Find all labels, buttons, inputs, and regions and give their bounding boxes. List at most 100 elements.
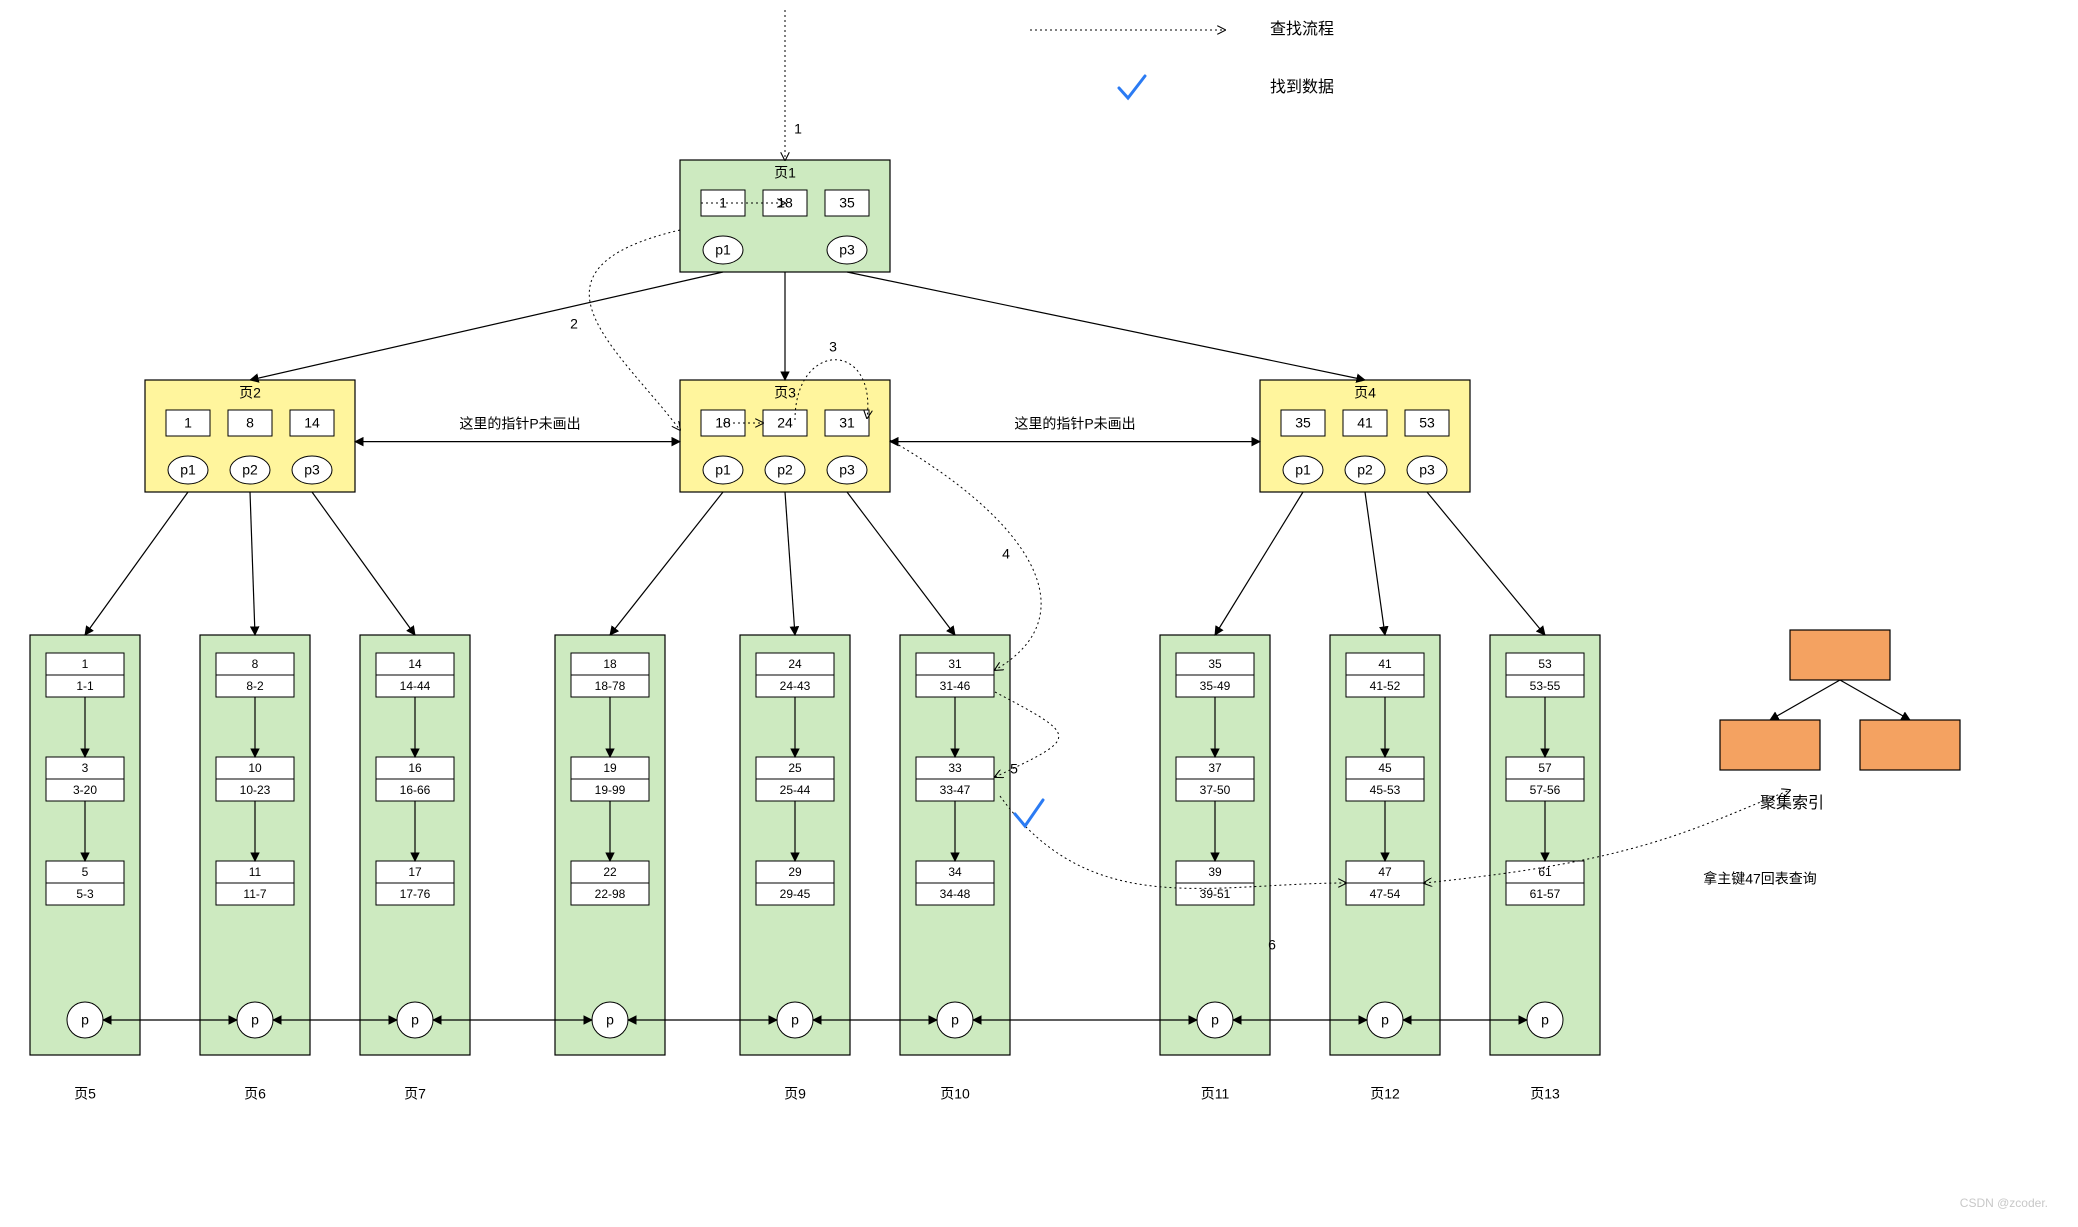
record-key: 17 <box>408 865 422 879</box>
record-val: 24-43 <box>780 679 811 693</box>
record-val: 31-46 <box>940 679 971 693</box>
step-number: 3 <box>829 339 837 355</box>
tree-edge <box>1365 492 1385 635</box>
link-label: 这里的指针P未画出 <box>1014 416 1135 432</box>
record-key: 16 <box>408 761 422 775</box>
record-val: 5-3 <box>76 887 94 901</box>
page-node: 页3182431p1p2p3 <box>680 380 890 492</box>
search-step-2 <box>589 230 680 430</box>
pointer-label: p3 <box>839 242 855 258</box>
page-node: 页4354153p1p2p3 <box>1260 380 1470 492</box>
step-number: 4 <box>1002 546 1010 562</box>
cluster-edge <box>1770 680 1840 720</box>
tree-edge <box>1215 492 1303 635</box>
record-key: 57 <box>1538 761 1552 775</box>
key-text: 8 <box>246 415 254 431</box>
key-text: 35 <box>1295 415 1311 431</box>
leaf-pointer-label: p <box>606 1012 614 1028</box>
leaf-label: 页6 <box>244 1086 266 1102</box>
record-val: 19-99 <box>595 783 626 797</box>
leaf-node: 1414-441616-661717-76p页7 <box>360 635 470 1102</box>
leaf-pointer-label: p <box>1211 1012 1219 1028</box>
leaf-node: 1818-781919-992222-98p <box>555 635 665 1055</box>
cluster-node <box>1860 720 1960 770</box>
record-val: 39-51 <box>1200 887 1231 901</box>
leaf-node: 3535-493737-503939-51p页11 <box>1160 635 1270 1102</box>
record-key: 8 <box>252 657 259 671</box>
pointer-label: p3 <box>839 462 855 478</box>
record-val: 16-66 <box>400 783 431 797</box>
tree-edge <box>250 492 255 635</box>
record-val: 37-50 <box>1200 783 1231 797</box>
page-node: 页111835p1p3 <box>680 160 890 272</box>
tree-edge <box>250 272 723 380</box>
pointer-label: p3 <box>1419 462 1435 478</box>
record-key: 19 <box>603 761 617 775</box>
leaf-node: 5353-555757-566161-57p页13 <box>1490 635 1600 1102</box>
pointer-label: p2 <box>777 462 793 478</box>
record-key: 3 <box>82 761 89 775</box>
cluster-edge <box>1840 680 1910 720</box>
leaf-label: 页7 <box>404 1086 426 1102</box>
record-val: 35-49 <box>1200 679 1231 693</box>
record-key: 37 <box>1208 761 1222 775</box>
cluster-node <box>1720 720 1820 770</box>
record-key: 5 <box>82 865 89 879</box>
leaf-node: 4141-524545-534747-54p页12 <box>1330 635 1440 1102</box>
record-key: 1 <box>82 657 89 671</box>
page-title: 页4 <box>1354 385 1376 401</box>
record-val: 29-45 <box>780 887 811 901</box>
leaf-label: 页10 <box>940 1086 970 1102</box>
record-key: 31 <box>948 657 962 671</box>
record-val: 8-2 <box>246 679 264 693</box>
record-val: 57-56 <box>1530 783 1561 797</box>
step-number: 1 <box>794 121 802 137</box>
record-val: 34-48 <box>940 887 971 901</box>
record-val: 17-76 <box>400 887 431 901</box>
key-text: 1 <box>719 195 727 211</box>
leaf-label: 页9 <box>784 1086 806 1102</box>
leaf-label: 页5 <box>74 1086 96 1102</box>
key-text: 1 <box>184 415 192 431</box>
record-val: 47-54 <box>1370 887 1401 901</box>
legend-check-icon <box>1119 76 1145 98</box>
leaf-pointer-label: p <box>1541 1012 1549 1028</box>
leaf-pointer-label: p <box>411 1012 419 1028</box>
record-key: 18 <box>603 657 617 671</box>
record-val: 25-44 <box>780 783 811 797</box>
key-text: 14 <box>304 415 320 431</box>
leaf-pointer-label: p <box>1381 1012 1389 1028</box>
key-text: 24 <box>777 415 793 431</box>
key-text: 18 <box>777 195 793 211</box>
record-val: 41-52 <box>1370 679 1401 693</box>
record-val: 53-55 <box>1530 679 1561 693</box>
record-val: 33-47 <box>940 783 971 797</box>
pointer-label: p1 <box>180 462 196 478</box>
found-check-icon <box>1015 800 1043 826</box>
record-val: 22-98 <box>595 887 626 901</box>
record-val: 1-1 <box>76 679 94 693</box>
record-val: 3-20 <box>73 783 97 797</box>
record-key: 10 <box>248 761 262 775</box>
key-text: 41 <box>1357 415 1373 431</box>
cluster-label: 聚集索引 <box>1760 794 1824 812</box>
link-label: 这里的指针P未画出 <box>459 416 580 432</box>
tree-edge <box>312 492 415 635</box>
pointer-label: p1 <box>1295 462 1311 478</box>
record-key: 35 <box>1208 657 1222 671</box>
key-text: 53 <box>1419 415 1435 431</box>
page-title: 页3 <box>774 385 796 401</box>
record-key: 33 <box>948 761 962 775</box>
record-val: 10-23 <box>240 783 271 797</box>
record-key: 53 <box>1538 657 1552 671</box>
step-number: 6 <box>1268 937 1276 953</box>
cluster-node <box>1790 630 1890 680</box>
watermark: CSDN @zcoder. <box>1960 1196 2048 1210</box>
leaf-label: 页12 <box>1370 1086 1400 1102</box>
step-number: 2 <box>570 316 578 332</box>
leaf-node: 88-21010-231111-7p页6 <box>200 635 310 1102</box>
pointer-label: p1 <box>715 242 731 258</box>
pointer-label: p2 <box>242 462 258 478</box>
record-key: 11 <box>249 865 262 879</box>
record-val: 61-57 <box>1530 887 1561 901</box>
